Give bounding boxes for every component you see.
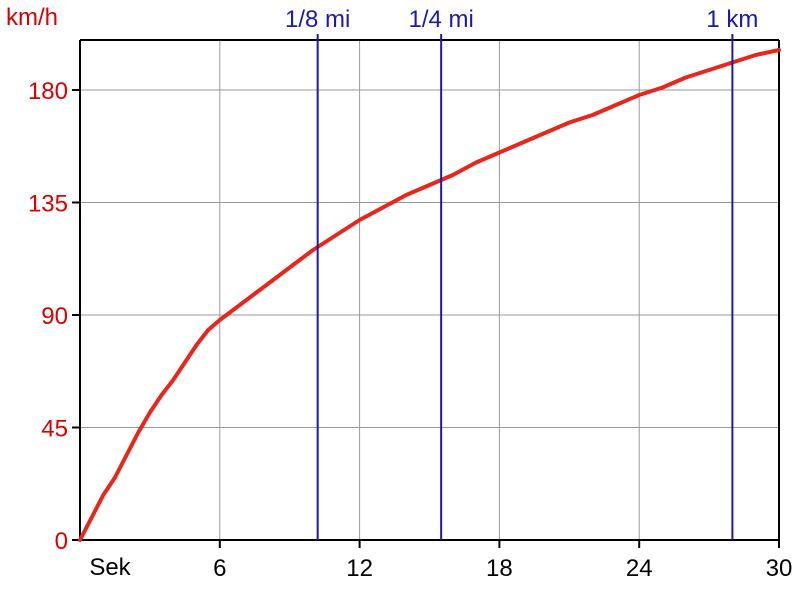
y-tick-label: 90 (41, 303, 68, 330)
distance-marker-label: 1/8 mi (285, 6, 350, 33)
x-tick-label: 24 (626, 555, 653, 582)
distance-marker-label: 1 km (706, 6, 758, 33)
y-tick-label: 180 (28, 78, 68, 105)
series-layer (78, 48, 781, 542)
y-tick-label: 45 (41, 416, 68, 443)
tick-labels: 0 45 90 135 180 6 12 18 24 30 (28, 78, 792, 582)
grid (80, 40, 779, 540)
y-tick-label: 135 (28, 191, 68, 218)
y-axis-label: km/h (6, 4, 58, 31)
x-tick-label: 30 (766, 555, 793, 582)
y-tick-label: 0 (55, 528, 68, 555)
x-axis-label: Sek (89, 554, 131, 581)
x-tick-label: 12 (346, 555, 373, 582)
distance-marker-label: 1/4 mi (408, 6, 473, 33)
x-tick-label: 6 (213, 555, 226, 582)
speed-series-line (78, 48, 781, 542)
distance-markers: 1/8 mi 1/4 mi 1 km (285, 6, 758, 540)
x-tick-label: 18 (486, 555, 513, 582)
axes (72, 39, 780, 548)
